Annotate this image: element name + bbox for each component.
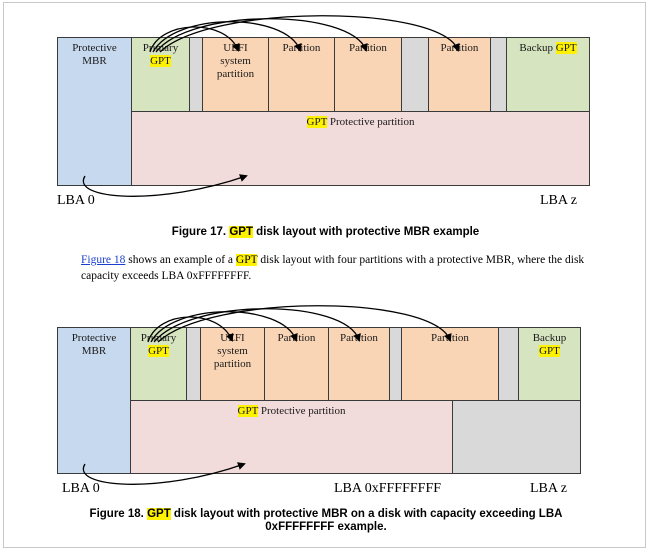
protective-mbr-label: Protective MBR (72, 42, 117, 67)
lba-ffffffff-label: LBA 0xFFFFFFFF (334, 481, 442, 496)
partition-block-1: Partition (264, 327, 329, 401)
gap-block (401, 37, 429, 112)
protective-partition-gpt-highlight: GPT (306, 116, 328, 128)
partition-label-1: Partition (277, 332, 316, 344)
primary-gpt-highlight: GPT (150, 55, 171, 67)
uefi-label: UEFI system partition (216, 42, 255, 80)
backup-gpt-block: Backup GPT (518, 327, 581, 401)
figure-18-link[interactable]: Figure 18 (81, 254, 126, 266)
protective-mbr-block: Protective MBR (57, 327, 131, 474)
backup-label: Backup (532, 332, 567, 344)
gap-block (189, 37, 203, 112)
partition-block-3: Partition (401, 327, 499, 401)
partition-block-2: Partition (328, 327, 390, 401)
backup-gpt-highlight: GPT (539, 345, 560, 357)
beyond-lba-ffffffff-region (452, 400, 581, 474)
lba-0-label: LBA 0 (62, 481, 100, 496)
partition-label-3: Partition (440, 42, 479, 54)
primary-gpt-block: Primary GPT (130, 327, 187, 401)
primary-label: Primary (142, 42, 179, 54)
primary-label: Primary (140, 332, 177, 344)
gap-block (490, 37, 507, 112)
backup-gpt-highlight: GPT (555, 42, 577, 54)
lba-0-label: LBA 0 (57, 193, 95, 208)
protective-mbr-block: Protective MBR (57, 37, 132, 186)
partition-block-1: Partition (268, 37, 335, 112)
caption-suffix: disk layout with protective MBR on a dis… (170, 508, 563, 533)
backup-label: Backup (519, 42, 556, 54)
protective-partition-label: Protective partition (258, 405, 346, 417)
paragraph-text-2: disk layout with four partitions with a … (81, 254, 585, 282)
paragraph-text-1: shows an example of a (125, 254, 236, 266)
gap-block (498, 327, 519, 401)
document-frame (3, 2, 646, 548)
primary-gpt-block: Primary GPT (131, 37, 190, 112)
figure-17-caption: Figure 17. GPT disk layout with protecti… (0, 226, 651, 239)
gap-block (186, 327, 201, 401)
caption-gpt-highlight: GPT (147, 508, 171, 520)
protective-partition-gpt-highlight: GPT (237, 405, 259, 417)
paragraph-gpt-highlight: GPT (235, 254, 258, 266)
caption-gpt-highlight: GPT (229, 226, 253, 238)
figure-18-caption: Figure 18. GPT disk layout with protecti… (86, 508, 566, 534)
protective-partition-block: GPT Protective partition (131, 111, 590, 186)
uefi-partition-block: UEFI system partition (202, 37, 269, 112)
caption-prefix: Figure 17. (171, 226, 230, 238)
partition-label-2: Partition (349, 42, 387, 54)
primary-gpt-highlight: GPT (148, 345, 169, 357)
partition-label-2: Partition (340, 332, 378, 344)
protective-partition-block: GPT Protective partition (130, 400, 453, 474)
uefi-partition-block: UEFI system partition (200, 327, 265, 401)
uefi-label: UEFI system partition (213, 332, 252, 370)
partition-block-2: Partition (334, 37, 402, 112)
protective-mbr-label: Protective MBR (71, 332, 117, 357)
backup-gpt-block: Backup GPT (506, 37, 590, 112)
protective-partition-label: Protective partition (327, 116, 415, 128)
partition-block-3: Partition (428, 37, 491, 112)
partition-label-1: Partition (282, 42, 321, 54)
lba-z-label: LBA z (540, 193, 577, 208)
lba-z-label: LBA z (530, 481, 567, 496)
body-paragraph: Figure 18 shows an example of a GPT disk… (81, 252, 609, 284)
partition-label-3: Partition (431, 332, 469, 344)
caption-suffix: disk layout with protective MBR example (252, 226, 480, 238)
caption-prefix: Figure 18. (89, 508, 148, 520)
